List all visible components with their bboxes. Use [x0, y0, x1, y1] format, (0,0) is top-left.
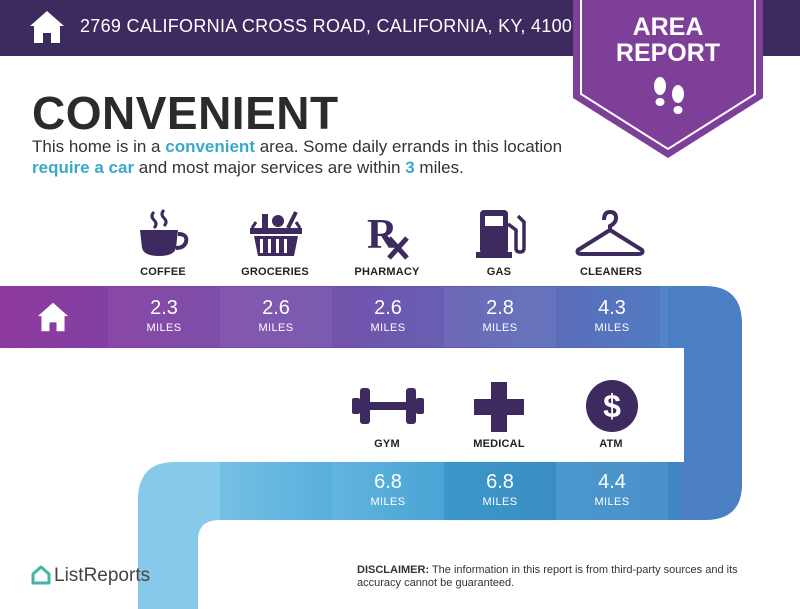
category-label-pharmacy: PHARMACY	[354, 266, 420, 278]
category-label-gym: GYM	[374, 438, 400, 450]
distance-unit: MILES	[370, 322, 406, 334]
distance-value: 2.8	[486, 297, 514, 319]
medical-cross-icon	[474, 382, 524, 432]
badge-title-line1: AREA	[632, 13, 704, 41]
rx-icon: R	[367, 212, 409, 260]
highlight-convenient: convenient	[165, 137, 255, 156]
disclaimer-text: DISCLAIMER: The information in this repo…	[357, 564, 738, 589]
hanger-icon	[575, 210, 645, 256]
distance-unit: MILES	[594, 496, 630, 508]
distance-unit: MILES	[258, 322, 294, 334]
distance-unit: MILES	[146, 322, 182, 334]
distance-value: 6.8	[374, 471, 402, 493]
distance-value: 4.3	[598, 297, 626, 319]
listreports-logo-icon	[31, 565, 51, 585]
disclaimer-label: DISCLAIMER:	[357, 564, 430, 576]
distance-value: 2.3	[150, 297, 178, 319]
distance-band-top: 2.3 MILES 2.6 MILES 2.6 MILES 2.8 MILES …	[0, 287, 800, 347]
highlight-require-car: require a car	[32, 158, 135, 177]
distance-unit: MILES	[594, 322, 630, 334]
distance-band-bottom: 6.8 MILES 6.8 MILES 4.4 MILES	[0, 461, 800, 521]
distance-cell-coffee: 2.3 MILES	[108, 287, 220, 347]
distance-value: 2.6	[262, 297, 290, 319]
dumbbell-icon	[352, 388, 424, 424]
badge-title-line2: REPORT	[615, 39, 721, 67]
distance-value: 2.6	[374, 297, 402, 319]
property-address: 2769 CALIFORNIA CROSS ROAD, CALIFORNIA, …	[80, 16, 583, 36]
distance-cell-atm: 4.4 MILES	[556, 461, 668, 521]
distance-value: 6.8	[486, 471, 514, 493]
highlight-miles: 3	[405, 158, 415, 177]
distance-cell-gym: 6.8 MILES	[332, 461, 444, 521]
grocery-basket-icon	[250, 211, 302, 256]
home-start-icon	[37, 302, 69, 332]
footprints-icon	[654, 77, 684, 114]
area-report-badge: AREA REPORT	[573, 0, 763, 160]
distance-cell-gas: 2.8 MILES	[444, 287, 556, 347]
distance-unit: MILES	[370, 496, 406, 508]
coffee-cup-icon	[140, 208, 189, 256]
dollar-icon: $	[586, 380, 638, 432]
convenience-headline: CONVENIENT	[32, 87, 339, 139]
listreports-logo-text: ListReports	[54, 565, 151, 586]
category-label-coffee: COFFEE	[140, 266, 186, 278]
category-label-gas: GAS	[486, 266, 512, 278]
category-label-medical: MEDICAL	[473, 438, 525, 450]
svg-text:$: $	[603, 388, 621, 424]
distance-cell-groceries: 2.6 MILES	[220, 287, 332, 347]
distance-cell-pharmacy: 2.6 MILES	[332, 287, 444, 347]
category-label-groceries: GROCERIES	[241, 266, 309, 278]
distance-unit: MILES	[482, 322, 518, 334]
category-label-cleaners: CLEANERS	[579, 266, 643, 278]
distance-cell-medical: 6.8 MILES	[444, 461, 556, 521]
category-label-atm: ATM	[599, 438, 623, 450]
home-icon	[30, 11, 64, 43]
summary-text: This home is in a convenient area. Some …	[32, 137, 563, 177]
gas-pump-icon	[476, 210, 526, 258]
distance-unit: MILES	[482, 496, 518, 508]
distance-cell-cleaners: 4.3 MILES	[556, 287, 668, 347]
distance-value: 4.4	[598, 471, 626, 493]
